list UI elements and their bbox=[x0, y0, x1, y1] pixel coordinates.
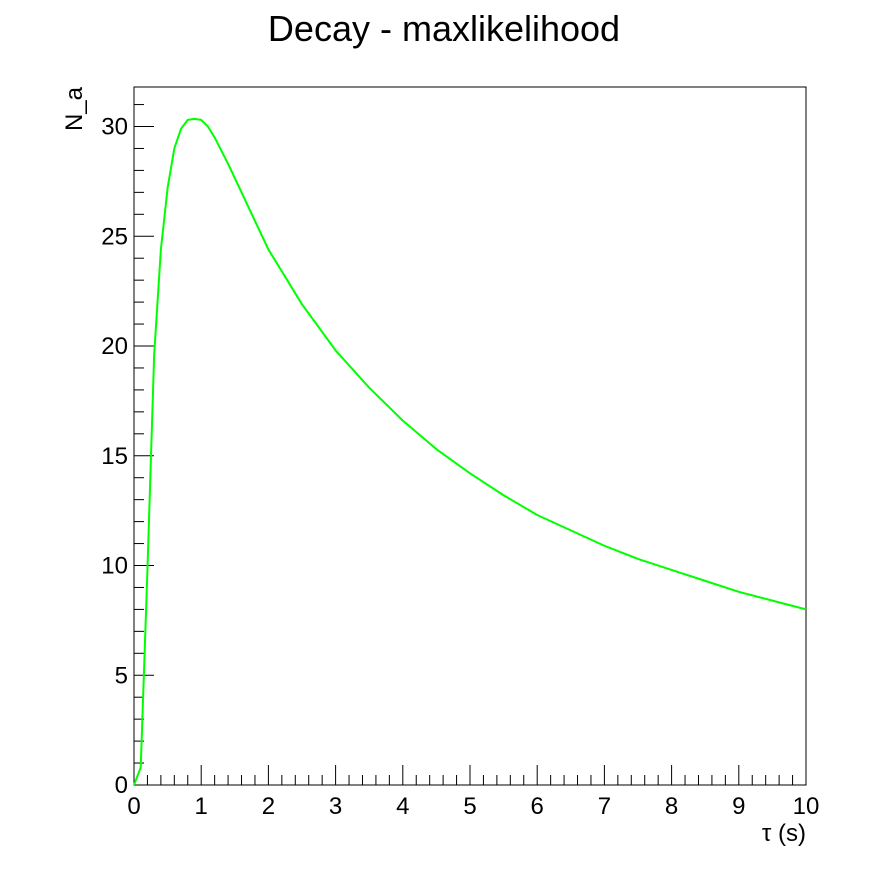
x-tick-label: 9 bbox=[732, 793, 745, 820]
x-tick-label: 3 bbox=[329, 793, 342, 820]
series-line bbox=[133, 117, 807, 786]
x-tick-label: 5 bbox=[463, 793, 476, 820]
x-axis-ticks bbox=[133, 765, 807, 785]
series-group bbox=[133, 117, 807, 786]
x-tick-label: 0 bbox=[127, 793, 140, 820]
y-tick-label: 0 bbox=[115, 772, 128, 799]
x-tick-label: 2 bbox=[262, 793, 275, 820]
y-tick-label: 15 bbox=[101, 443, 128, 470]
x-tick-label: 1 bbox=[195, 793, 208, 820]
x-tick-label: 6 bbox=[531, 793, 544, 820]
y-tick-label: 30 bbox=[101, 114, 128, 141]
y-axis-tick-labels: 0 5 10 15 20 25 30 bbox=[101, 114, 128, 799]
chart-title: Decay - maxlikelihood bbox=[268, 8, 620, 49]
x-tick-label: 8 bbox=[665, 793, 678, 820]
y-tick-label: 20 bbox=[101, 333, 128, 360]
y-tick-label: 25 bbox=[101, 223, 128, 250]
y-axis-title: N_a bbox=[61, 86, 88, 131]
x-axis-tick-labels: 0 1 2 3 4 5 6 7 8 9 10 bbox=[127, 793, 819, 820]
y-tick-label: 5 bbox=[115, 662, 128, 689]
x-tick-label: 10 bbox=[793, 793, 820, 820]
x-tick-label: 7 bbox=[598, 793, 611, 820]
y-tick-label: 10 bbox=[101, 553, 128, 580]
x-axis-title: τ (s) bbox=[762, 820, 806, 847]
x-tick-label: 4 bbox=[396, 793, 409, 820]
